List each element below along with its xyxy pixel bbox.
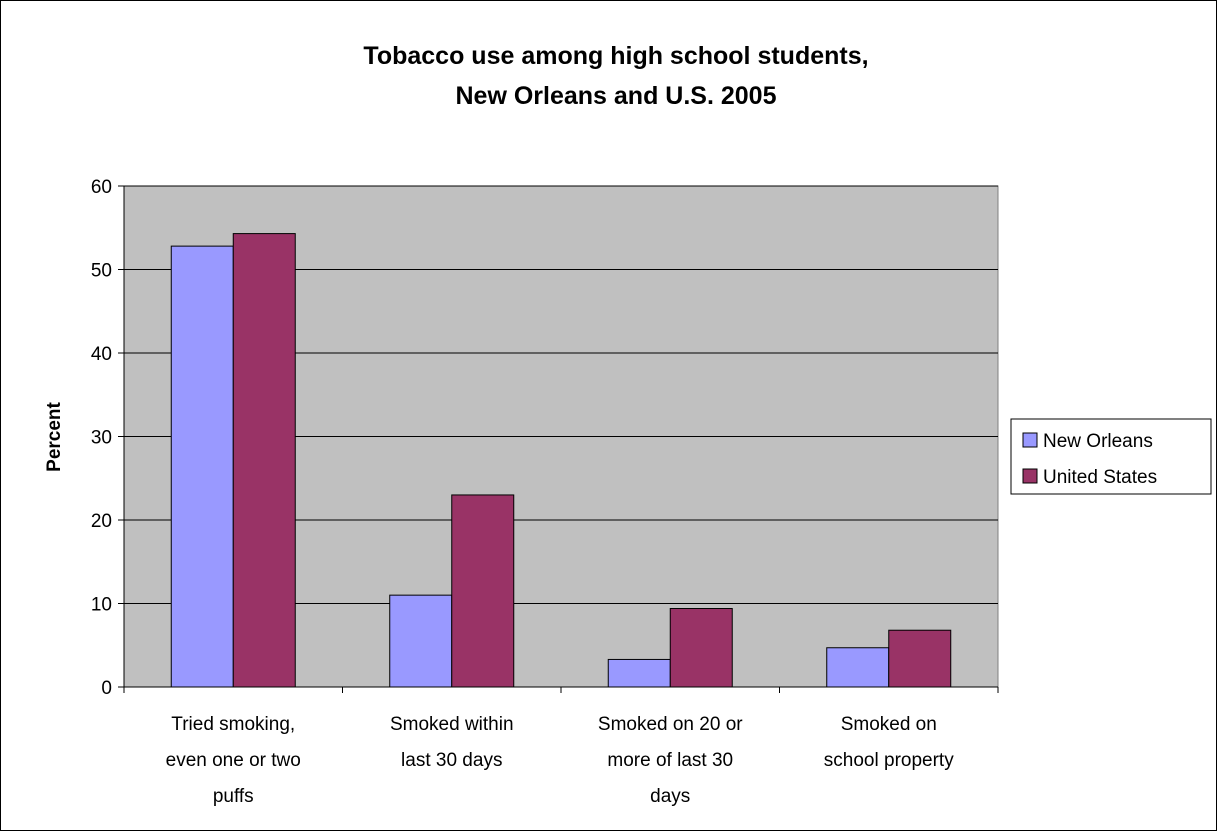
axes (118, 185, 999, 693)
x-category-label: school property (824, 750, 954, 771)
y-tick-label: 60 (91, 177, 112, 198)
bars (170, 233, 952, 688)
y-tick-label: 20 (91, 511, 112, 532)
legend-label: New Orleans (1043, 431, 1153, 452)
y-tick-label: 10 (91, 595, 112, 616)
x-category-label: Tried smoking, (171, 714, 295, 735)
y-tick-label: 0 (101, 678, 112, 699)
x-axis-category-labels: Tried smoking, even one or two puffs Smoked… (166, 714, 955, 807)
bar-united-states (669, 608, 733, 688)
x-category-label: more of last 30 (607, 750, 733, 771)
x-category-label: Smoked on (841, 714, 937, 735)
y-tick-label: 50 (91, 261, 112, 282)
legend-swatch (1022, 432, 1038, 448)
bar-united-states (232, 233, 296, 688)
bar-united-states (451, 494, 515, 688)
y-tick-label: 40 (91, 344, 112, 365)
legend: New Orleans United States (1010, 418, 1212, 495)
legend-box (1010, 418, 1212, 495)
y-axis-label: Percent (44, 401, 65, 471)
chart-title-line: Tobacco use among high school students, (363, 42, 868, 70)
x-category-label: even one or two (166, 750, 301, 771)
bar-new-orleans (389, 594, 453, 688)
legend-label: United States (1043, 467, 1157, 488)
x-category-label: last 30 days (401, 750, 502, 771)
bar-new-orleans (607, 658, 671, 688)
chart-title: Tobacco use among high school students, N… (363, 42, 868, 110)
x-category-label: puffs (213, 786, 254, 807)
bar-united-states (888, 629, 952, 688)
legend-swatch (1022, 468, 1038, 484)
y-tick-label: 30 (91, 428, 112, 449)
bar-new-orleans (170, 245, 234, 688)
x-category-label: Smoked on 20 or (598, 714, 743, 735)
chart-title-line: New Orleans and U.S. 2005 (456, 82, 777, 110)
y-axis-tick-labels: 0 10 20 30 40 50 60 (91, 177, 112, 699)
x-category-label: days (650, 786, 690, 807)
x-category-label: Smoked within (390, 714, 514, 735)
bar-new-orleans (826, 647, 890, 688)
